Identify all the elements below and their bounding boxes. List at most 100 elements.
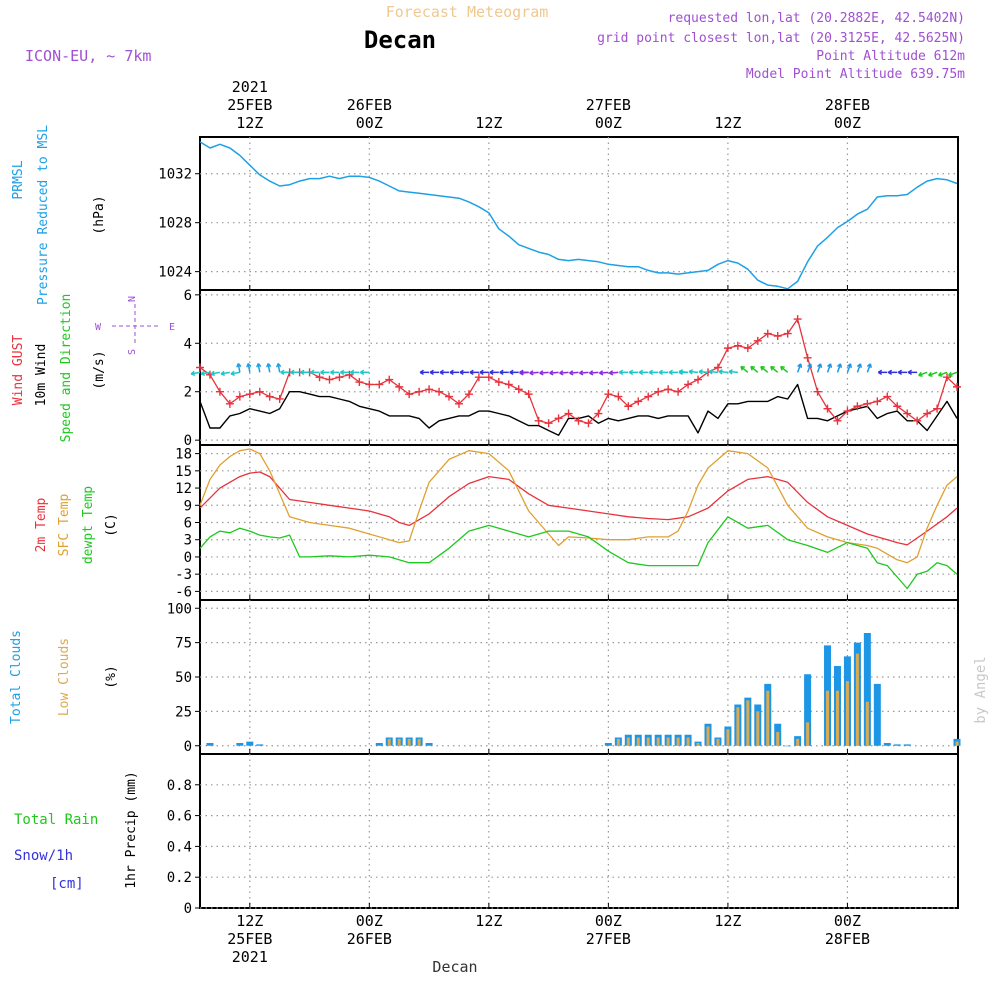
low-cloud-bar (656, 737, 660, 746)
total-cloud-bar (604, 743, 612, 746)
top-time-label: 00Z (595, 114, 622, 132)
wind-arrow-head (750, 365, 755, 371)
compass-e: E (169, 322, 175, 333)
gust-marker (494, 378, 503, 387)
gust-marker (235, 392, 244, 401)
low-cloud-bar (796, 738, 800, 746)
gust-marker (265, 392, 274, 401)
gust-marker (524, 390, 533, 399)
clouds-panel: 0 25 50 75 100 (167, 599, 961, 755)
wind-arrow-head (770, 365, 775, 371)
panel-frame (199, 136, 959, 291)
wind-arrow-head (429, 369, 434, 376)
gust-marker (554, 414, 563, 423)
gust-marker (863, 399, 872, 408)
wind-arrow-head (856, 363, 862, 368)
total-cloud-bar (804, 674, 812, 746)
wind-arrow-head (256, 362, 262, 368)
wind-arrow-head (928, 371, 933, 377)
snow-label: Snow/1h (14, 848, 73, 864)
low-cloud-bar (835, 690, 839, 746)
sfc-label: SFC Temp (57, 494, 72, 557)
t2m-label: 2m Temp (34, 497, 49, 552)
gust-marker (405, 390, 414, 399)
wind10-label: 10m Wind (34, 344, 49, 407)
wind-arrow-head (579, 370, 584, 376)
y-tick-label: -3 (175, 567, 192, 583)
gust-marker (375, 380, 384, 389)
gust-marker (425, 385, 434, 394)
wind-arrow-head (866, 363, 872, 368)
ms-label: (m/s) (92, 350, 107, 389)
top-time-label: 2021 (232, 78, 268, 96)
low-cloud-bar (716, 738, 720, 746)
total-rain-label: Total Rain (14, 812, 98, 828)
wind-arrow-head (246, 362, 252, 368)
wind-arrow-head (598, 370, 604, 376)
low-cloud-bar (845, 681, 849, 746)
y-tick-label: 0 (184, 550, 192, 566)
wind-arrow-head (708, 369, 713, 375)
wind-arrow-head (887, 369, 893, 376)
bottom-time-label: 12Z (475, 912, 502, 930)
wind-arrow-head (678, 369, 684, 375)
wind-arrow (938, 371, 948, 377)
wind-arrow-head (688, 369, 693, 375)
wind-arrow (866, 363, 872, 373)
gust-marker (435, 387, 444, 396)
gust-marker (923, 409, 932, 418)
pct-label: (%) (104, 665, 119, 688)
station-title: Decan (364, 26, 436, 54)
wind-arrow (277, 363, 281, 373)
low-cloud-bar (855, 653, 859, 746)
signature: by Angel (973, 656, 989, 723)
wind-arrow-head (469, 369, 474, 376)
gust-marker (225, 399, 234, 408)
gust-marker (315, 373, 324, 382)
gust-marker (345, 370, 354, 379)
product-title: Forecast Meteogram (386, 3, 549, 21)
y-tick-label: 75 (175, 636, 192, 652)
low-cloud-bar (417, 738, 421, 746)
y-tick-label: 0.8 (167, 778, 192, 794)
gust-marker (723, 344, 732, 353)
y-tick-label: 50 (175, 670, 192, 686)
wind-arrow-head (648, 369, 654, 376)
gust-marker (813, 387, 822, 396)
wind-arrow-head (349, 369, 355, 376)
wind-arrow (220, 371, 231, 375)
y-tick-label: 100 (167, 601, 192, 617)
precip-label: 1hr Precip (mm) (124, 771, 139, 888)
gust-marker (564, 409, 573, 418)
wind-arrow-head (817, 363, 823, 368)
low-cloud-bar (706, 726, 710, 746)
wind-arrow (836, 363, 842, 373)
wind-arrow (579, 371, 589, 374)
gust-marker (664, 385, 673, 394)
gust-marker (445, 392, 454, 401)
wind-arrow (609, 371, 619, 374)
wind-arrow-head (780, 365, 785, 371)
wind-arrow (740, 365, 749, 373)
gust-marker (873, 397, 882, 406)
wind-arrow (529, 371, 539, 374)
gust-marker (893, 402, 902, 411)
total-cloud-bar (903, 744, 911, 746)
panel-frame (199, 599, 959, 755)
wind-arrow (599, 371, 609, 374)
low-cloud-bar (736, 707, 740, 746)
gust-marker (903, 409, 912, 418)
gust-marker (355, 378, 364, 387)
bottom-time-label: 26FEB (347, 930, 392, 948)
low-cloud-bar (626, 737, 630, 746)
wind-arrow-head (519, 370, 524, 376)
gust-marker (674, 387, 683, 396)
top-time-label: 25FEB (227, 96, 272, 114)
gust-marker (464, 390, 473, 399)
wind-arrow (796, 363, 802, 373)
wind-arrow-head (897, 369, 903, 376)
pressure-panel: 1024 1028 1032 (158, 136, 959, 291)
